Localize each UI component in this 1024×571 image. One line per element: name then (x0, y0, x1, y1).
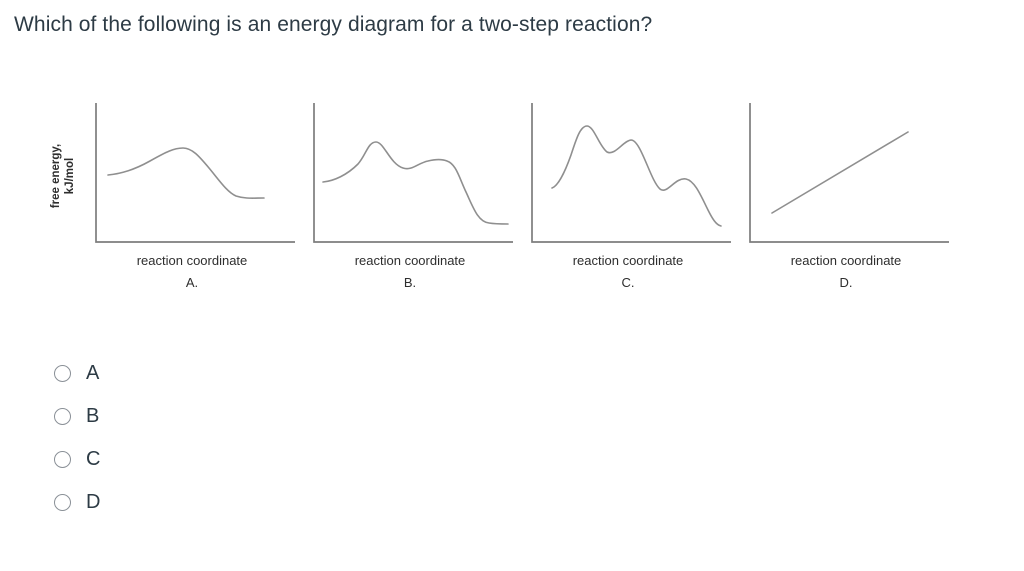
energy-plot-c (531, 103, 731, 243)
axes-d (749, 103, 949, 243)
answer-option-b[interactable]: B (54, 404, 100, 427)
answer-option-a[interactable]: A (54, 361, 100, 384)
y-axis-label: free energy, kJ/mol (40, 101, 88, 251)
energy-diagram-panel-a: reaction coordinate A. (88, 101, 296, 290)
axes-c (531, 103, 731, 243)
y-axis-label-line2: kJ/mol (64, 157, 76, 195)
energy-curve-c (551, 125, 722, 227)
energy-diagram-panel-c: reaction coordinate C. (524, 101, 732, 290)
axes-a (95, 103, 295, 243)
y-axis-label-line1: free energy, (50, 143, 63, 209)
energy-plot-a (95, 103, 295, 243)
x-axis-label-c: reaction coordinate (572, 253, 684, 268)
option-label-d: D (86, 490, 101, 513)
energy-curve-b (322, 141, 509, 225)
question-title: Which of the following is an energy diag… (14, 13, 653, 36)
option-label-c: C (86, 447, 101, 470)
panel-caption-d: D. (839, 275, 853, 290)
energy-diagram-panel-d: reaction coordinate D. (742, 101, 950, 290)
option-label-b: B (86, 404, 100, 427)
radio-button-b[interactable] (54, 407, 71, 425)
radio-button-c[interactable] (54, 450, 71, 468)
x-axis-label-b: reaction coordinate (354, 253, 466, 268)
axes-b (313, 103, 513, 243)
energy-plot-d (749, 103, 949, 243)
energy-curve-d (771, 131, 909, 214)
x-axis-label-d: reaction coordinate (790, 253, 902, 268)
x-axis-label-a: reaction coordinate (136, 253, 248, 268)
answer-option-d[interactable]: D (54, 490, 101, 513)
answer-option-c[interactable]: C (54, 447, 101, 470)
panel-caption-c: C. (621, 275, 635, 290)
energy-plot-b (313, 103, 513, 243)
radio-button-a[interactable] (54, 364, 71, 382)
energy-diagram-panel-b: reaction coordinate B. (306, 101, 514, 290)
energy-diagrams-figure: free energy, kJ/mol reaction coordinate … (40, 101, 960, 290)
option-label-a: A (86, 361, 100, 384)
radio-button-d[interactable] (54, 493, 71, 511)
answer-options: A B C D (54, 361, 101, 536)
panel-caption-a: A. (185, 275, 199, 290)
energy-curve-a (107, 147, 265, 199)
panel-caption-b: B. (403, 275, 417, 290)
